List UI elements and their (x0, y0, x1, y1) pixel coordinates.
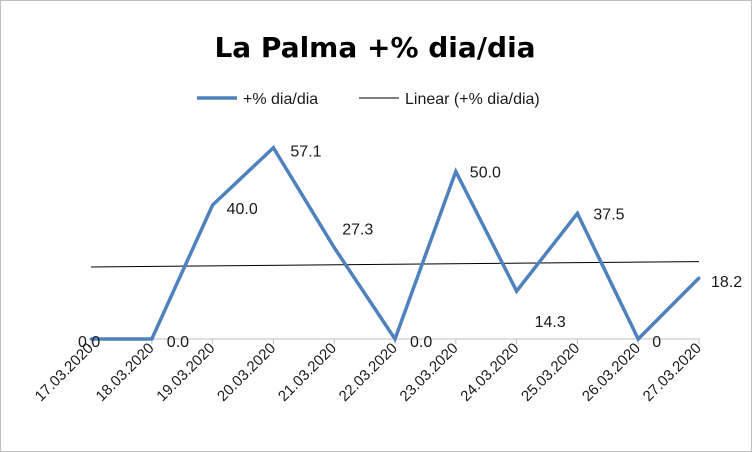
x-tick-label: 25.03.2020 (518, 340, 583, 405)
legend: +% dia/dia Linear (+% dia/dia) (197, 91, 540, 108)
data-point (454, 170, 458, 173)
legend-label-series: +% dia/dia (243, 91, 318, 108)
x-tick-label: 20.03.2020 (214, 340, 279, 405)
plot-area: 17.03.202018.03.202019.03.202020.03.2020… (32, 144, 743, 405)
data-point (332, 246, 336, 250)
x-tick-label: 26.03.2020 (579, 340, 644, 405)
data-point (636, 337, 640, 341)
data-label: 0.0 (78, 334, 100, 351)
chart-title: La Palma +% dia/dia (214, 31, 535, 64)
data-point (211, 203, 215, 207)
data-label: 0 (652, 334, 661, 351)
data-label: 0.0 (410, 334, 432, 351)
data-label: 37.5 (593, 206, 624, 223)
data-label: 27.3 (342, 222, 373, 239)
x-tick-label: 21.03.2020 (275, 340, 340, 405)
data-label: 50.0 (470, 165, 501, 182)
data-point (515, 289, 519, 293)
legend-label-trendline: Linear (+% dia/dia) (405, 91, 540, 108)
data-point (89, 337, 93, 341)
data-point (393, 337, 397, 341)
trendline (90, 261, 700, 268)
series-line (91, 144, 701, 343)
data-label: 0.0 (167, 334, 189, 351)
data-label: 18.2 (711, 274, 742, 291)
x-tick-label: 22.03.2020 (336, 340, 401, 405)
x-tick-label: 27.03.2020 (640, 340, 705, 405)
x-tick-label: 18.03.2020 (93, 340, 158, 405)
x-tick-label: 24.03.2020 (457, 340, 522, 405)
data-label: 57.1 (290, 144, 321, 161)
data-point (150, 337, 154, 341)
data-point (575, 211, 579, 215)
data-label: 14.3 (535, 314, 566, 331)
data-point (271, 146, 275, 150)
data-label: 40.0 (227, 201, 258, 218)
data-point (697, 276, 701, 280)
